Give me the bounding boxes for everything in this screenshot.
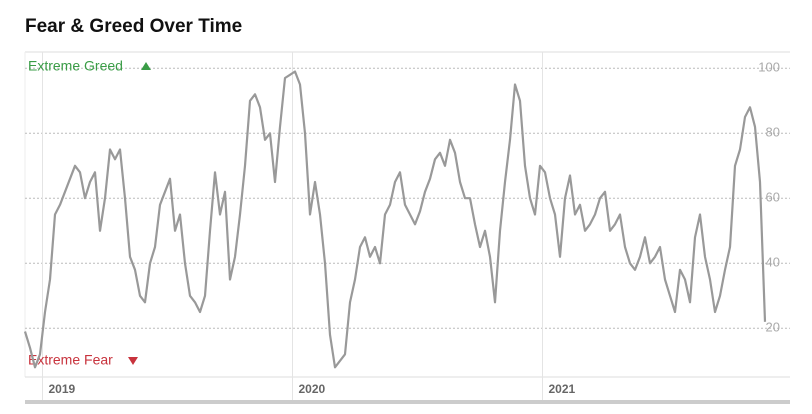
x-tick-label: 2020 [299,382,326,396]
extreme-fear-label: Extreme Fear [28,352,113,368]
y-tick-label: 100 [758,60,780,75]
y-tick-label: 80 [766,125,780,140]
down-triangle [128,357,138,365]
extreme-greed-label: Extreme Greed [28,58,123,74]
y-tick-label: 20 [766,320,780,335]
up-triangle [141,62,151,70]
x-tick-label: 2021 [549,382,576,396]
chart-title: Fear & Greed Over Time [25,16,242,37]
x-axis-strip [25,377,790,402]
y-tick-label: 60 [766,190,780,205]
y-tick-label: 40 [766,255,780,270]
data-line [23,70,767,369]
x-tick-label: 2019 [49,382,76,396]
scroll-bar [25,400,790,404]
